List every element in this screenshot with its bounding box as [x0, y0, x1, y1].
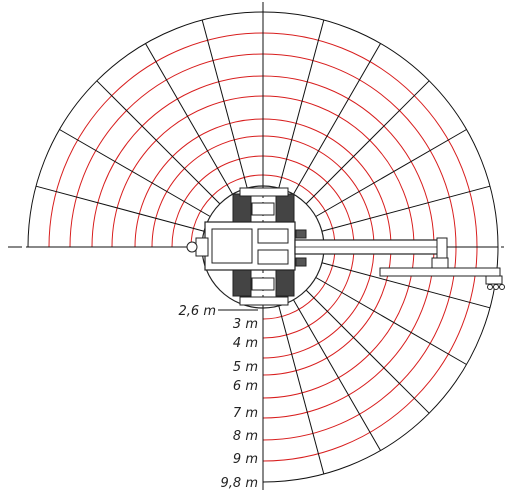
ram-lower: [295, 257, 307, 267]
engine-block: [257, 228, 289, 244]
sector-lines: [28, 12, 498, 482]
sector-line: [59, 129, 211, 217]
lower-frame: [239, 296, 289, 306]
radius-label-7: 7 m: [233, 406, 258, 421]
jib-end: [485, 275, 503, 285]
sector-line: [201, 19, 248, 189]
radius-label-5: 5 m: [233, 360, 258, 375]
radius-label-9: 9 m: [233, 452, 258, 467]
lower-beam: [251, 277, 275, 291]
sector-line: [145, 43, 233, 195]
upper-beam: [251, 202, 275, 216]
cab: [257, 249, 289, 265]
radius-label-3: 3 m: [233, 317, 258, 332]
sector-line: [293, 43, 381, 195]
machine-top-view: [186, 185, 505, 309]
boom-tip: [436, 237, 448, 259]
jib-wheel-2: [493, 284, 499, 290]
sector-line: [278, 19, 325, 189]
upper-frame: [239, 187, 289, 197]
sector-line: [315, 277, 467, 365]
jib-wheel-3: [499, 284, 505, 290]
sector-line: [96, 80, 221, 205]
sector-line: [321, 185, 491, 232]
sector-line: [35, 185, 205, 232]
radius-label-6: 6 m: [233, 379, 258, 394]
jib-wheel-1: [487, 284, 493, 290]
jib: [379, 267, 501, 277]
ram-upper: [295, 229, 307, 239]
sector-line: [278, 305, 325, 475]
sector-line: [315, 129, 467, 217]
rear-pivot: [186, 241, 198, 253]
sector-line: [293, 299, 381, 451]
sector-line: [321, 262, 491, 309]
radius-label-8: 8 m: [233, 429, 258, 444]
counterweight: [195, 237, 209, 257]
outer-boundary: [27, 11, 499, 483]
sector-line: [305, 80, 430, 205]
radius-labels: 2,6 m 3 m 4 m 5 m 6 m 7 m 8 m 9 m 9,8 m: [179, 304, 258, 491]
turret-inner: [211, 228, 253, 264]
radius-label-4: 4 m: [233, 336, 258, 351]
radius-label-9-8: 9,8 m: [221, 476, 258, 491]
radius-label-2-6: 2,6 m: [179, 304, 216, 319]
boom-head: [431, 257, 449, 269]
sector-line: [305, 289, 430, 414]
